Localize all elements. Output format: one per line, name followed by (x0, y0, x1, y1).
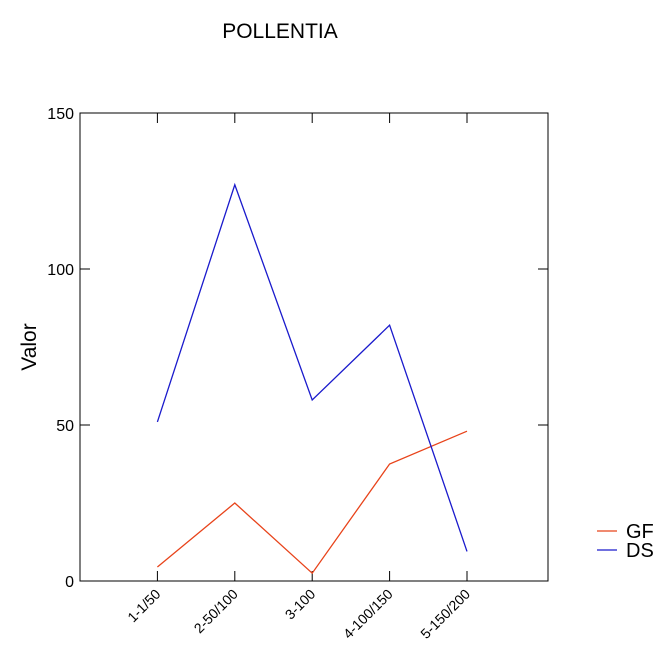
x-tick-label: 4-100/150 (340, 586, 396, 642)
x-axis: 1-1/50 2-50/100 3-100 4-100/150 5-150/200 (124, 113, 473, 642)
chart-title: POLLENTIA (222, 20, 338, 43)
series-line-ds (156, 182, 468, 552)
y-axis: 0 50 100 150 (47, 106, 548, 591)
series-lines (156, 182, 468, 575)
x-tick-label: 2-50/100 (191, 586, 242, 637)
plot-frame (79, 112, 549, 582)
legend-label-ds: DS (626, 540, 654, 562)
series-line-gf (156, 430, 468, 575)
y-axis-label: Valor (18, 323, 41, 370)
x-tick-label: 5-150/200 (417, 586, 473, 642)
y-tick-label: 150 (47, 106, 74, 123)
legend-label-gf: GF (626, 521, 654, 543)
y-tick-label: 50 (56, 418, 74, 435)
y-tick-label: 100 (47, 262, 74, 279)
y-tick-label: 0 (65, 574, 74, 591)
x-tick-label: 1-1/50 (124, 586, 164, 626)
x-tick-label: 3-100 (282, 586, 319, 623)
